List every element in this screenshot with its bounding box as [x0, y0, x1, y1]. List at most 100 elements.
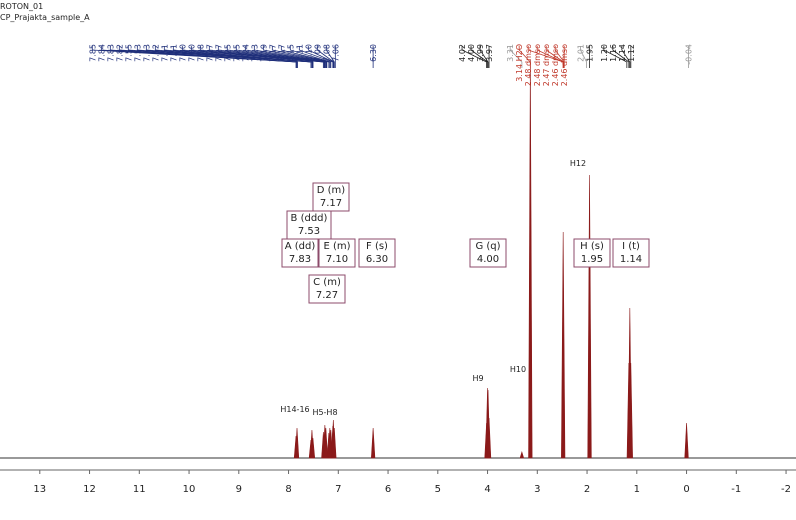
- peak-label: 1.12: [627, 44, 636, 62]
- peak-label: 2.47 dmso: [542, 44, 551, 86]
- peak-label-connector: [262, 46, 330, 68]
- peak-label-connector: [545, 46, 565, 68]
- peak-label: 3.14 H2O: [515, 44, 524, 82]
- multiplet-box: [286, 210, 332, 240]
- peak-label-connector: [307, 46, 334, 68]
- multiplet-box: [318, 238, 356, 268]
- peak-label: 7.17: [277, 44, 286, 62]
- peak-label-connector: [580, 46, 587, 68]
- peak-annotation: H9: [472, 374, 483, 383]
- header-line: ROTON_01: [0, 2, 43, 11]
- peak-label: 7.51: [160, 44, 169, 62]
- x-tick-label: 11: [133, 484, 146, 495]
- peak-label: 7.52: [151, 44, 160, 62]
- peak-annotation: H12: [570, 159, 586, 168]
- peak-label-connector: [190, 46, 324, 68]
- peak-annotation: H14-16: [280, 405, 309, 414]
- peak-label-connector: [172, 46, 314, 68]
- x-tick-label: 6: [385, 484, 391, 495]
- multiplet-label: I (t): [622, 241, 640, 252]
- peak-label-connector: [217, 46, 326, 68]
- multiplet-label: G (q): [475, 241, 500, 252]
- peak-label: 2.48 dmso: [524, 44, 533, 86]
- peak-label: 7.84: [97, 44, 106, 62]
- peak-label: 7.24: [241, 44, 250, 62]
- multiplet-shift: 1.95: [581, 254, 603, 265]
- x-tick-label: 9: [236, 484, 242, 495]
- multiplet-shift: 1.14: [620, 254, 642, 265]
- peak-label: 1.95: [586, 44, 595, 62]
- peak: [323, 427, 328, 459]
- peak-label-connector: [479, 46, 489, 68]
- peak-label: 7.51: [169, 44, 178, 62]
- multiplet-box: [312, 182, 350, 212]
- peak-label: 7.27: [214, 44, 223, 62]
- peak-label: 7.23: [250, 44, 259, 62]
- multiplet-box: [612, 238, 650, 268]
- peak-label: 7.83: [106, 44, 115, 62]
- peak-label: 6.30: [369, 44, 378, 62]
- peak: [561, 231, 566, 459]
- peak-label-connector: [470, 46, 488, 68]
- x-tick-label: 3: [534, 484, 540, 495]
- peak-label: 3.97: [485, 44, 494, 62]
- multiplet-box: [469, 238, 507, 268]
- multiplet-box: [358, 238, 396, 268]
- header-line: CP_Prajakta_sample_A: [0, 13, 90, 22]
- peak-label: 7.55: [124, 44, 133, 62]
- x-tick-label: 12: [83, 484, 96, 495]
- peak-label: 2.46 dmso: [560, 44, 569, 86]
- multiplet-shift: 7.53: [298, 226, 320, 237]
- multiplet-shift: 7.17: [320, 198, 342, 209]
- peak-label-connector: [518, 46, 531, 68]
- x-tick-label: 0: [683, 484, 689, 495]
- multiplet-label: B (ddd): [291, 213, 328, 224]
- peak-label: 1.20: [600, 44, 609, 62]
- x-tick-label: 4: [484, 484, 490, 495]
- peak-label: 7.10: [304, 44, 313, 62]
- x-tick-label: 8: [285, 484, 291, 495]
- peak-label: 7.25: [223, 44, 232, 62]
- multiplet-label: D (m): [317, 185, 346, 196]
- peak-label-connector: [253, 46, 328, 68]
- peak-label: 7.30: [187, 44, 196, 62]
- peak: [371, 427, 376, 459]
- multiplet-box: [308, 274, 346, 304]
- peak: [628, 362, 633, 459]
- multiplet-label: F (s): [366, 241, 388, 252]
- peak-label: 7.28: [196, 44, 205, 62]
- x-tick-label: 1: [634, 484, 640, 495]
- multiplet-label: E (m): [323, 241, 350, 252]
- multiplet-box: [573, 238, 611, 268]
- peak-label-connector: [118, 46, 298, 68]
- peak-label: 7.19: [259, 44, 268, 62]
- peak-label-connector: [603, 46, 628, 68]
- peak: [528, 59, 533, 459]
- peak-label: 3.31: [506, 44, 515, 62]
- peak-label-connector: [289, 46, 332, 68]
- peak: [684, 422, 689, 459]
- x-tick-label: 5: [435, 484, 441, 495]
- peak-label: 7.08: [322, 44, 331, 62]
- peak-label: 7.53: [142, 44, 151, 62]
- peak-label: 7.30: [178, 44, 187, 62]
- peak-annotation: H5-H8: [312, 408, 337, 417]
- multiplet-shift: 6.30: [366, 254, 388, 265]
- multiplet-box: [281, 238, 319, 268]
- peak-label-connector: [298, 46, 334, 68]
- peak-label: 2.01: [577, 44, 586, 62]
- multiplet-shift: 7.83: [289, 254, 311, 265]
- peak-label-connector: [325, 46, 335, 68]
- peak: [294, 427, 300, 459]
- multiplet-label: C (m): [313, 277, 341, 288]
- multiplet-label: H (s): [580, 241, 604, 252]
- peak-label: 7.25: [232, 44, 241, 62]
- peak-label: 7.06: [331, 44, 340, 62]
- peak-label: 1.14: [618, 44, 627, 62]
- peak-label: 7.17: [268, 44, 277, 62]
- x-tick-label: -2: [781, 484, 791, 495]
- x-tick-label: 10: [183, 484, 196, 495]
- x-tick-label: -1: [731, 484, 741, 495]
- peak-label-connector: [280, 46, 331, 68]
- peak-label-connector: [621, 46, 631, 68]
